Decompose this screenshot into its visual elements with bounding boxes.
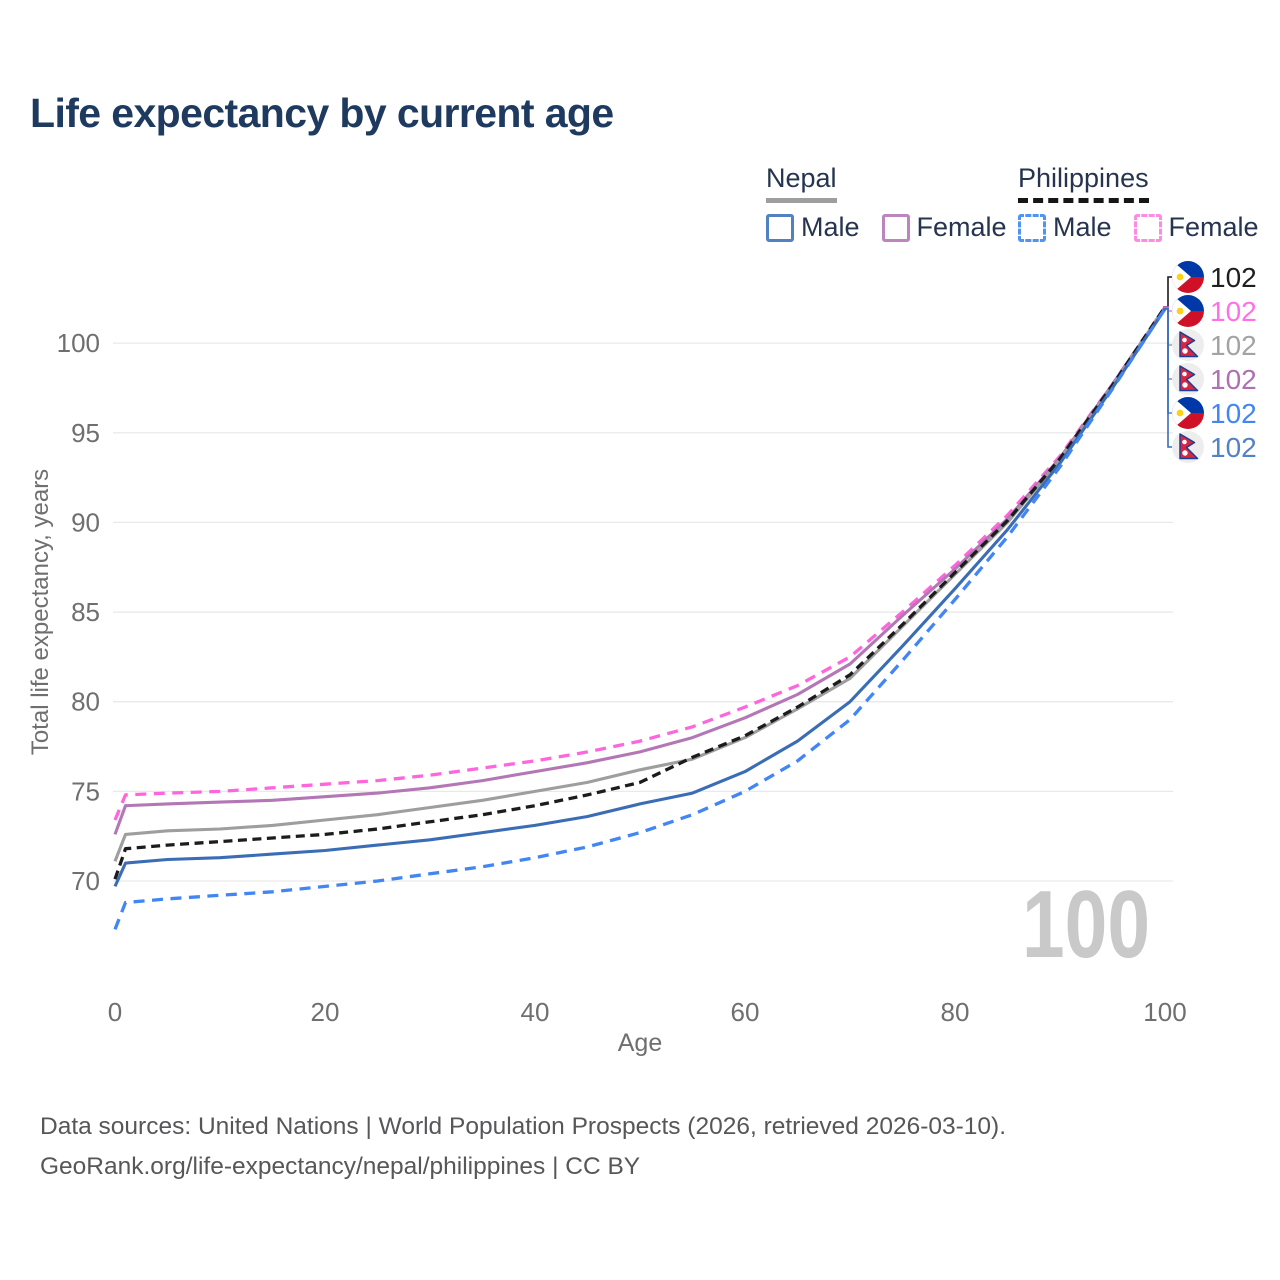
leader-line-philippines-both [1163, 276, 1172, 308]
x-tick-label-20: 20 [311, 997, 340, 1027]
x-tick-label-100: 100 [1143, 997, 1186, 1027]
legend: Nepal Male Female Philippines Male [0, 163, 1280, 243]
footer: Data sources: United Nations | World Pop… [40, 1107, 1006, 1187]
x-tick-label-80: 80 [941, 997, 970, 1027]
y-tick-label-90: 90 [71, 507, 100, 537]
legend-header-philippines[interactable]: Philippines [1018, 163, 1149, 203]
page-title: Life expectancy by current age [30, 90, 614, 136]
legend-group-nepal: Nepal Male Female [766, 163, 1007, 243]
series-line-nepal-female [113, 306, 1167, 835]
end-value-label-philippines-both: 102 [1210, 262, 1257, 293]
philippines-flag-icon [1172, 295, 1204, 328]
legend-swatch-philippines-female [1133, 213, 1162, 242]
nepal-flag-icon [1171, 430, 1205, 464]
y-tick-label-70: 70 [71, 866, 100, 896]
x-axis-title: Age [618, 1029, 662, 1057]
end-value-label-nepal-female: 102 [1210, 364, 1257, 395]
y-axis-title: Total life expectancy, years [27, 469, 54, 755]
legend-group-philippines: Philippines Male Female [1018, 163, 1259, 243]
legend-swatch-philippines-male [1018, 213, 1046, 242]
series-line-nepal-both [113, 307, 1167, 862]
end-value-label-philippines-female: 102 [1210, 296, 1257, 327]
series-line-nepal-male [113, 308, 1167, 888]
footer-data-sources: Data sources: United Nations | World Pop… [40, 1113, 1007, 1140]
legend-label-nepal-male: Male [801, 212, 860, 242]
legend-item-nepal-male[interactable]: Male [766, 212, 860, 243]
y-tick-label-75: 75 [71, 776, 100, 806]
x-tick-label-40: 40 [521, 997, 550, 1027]
nepal-flag-icon [1171, 328, 1205, 362]
leader-line-nepal-male [1163, 308, 1172, 448]
legend-item-philippines-female[interactable]: Female [1133, 212, 1259, 243]
series-line-philippines-both [113, 305, 1167, 880]
series-line-philippines-male [113, 307, 1167, 930]
philippines-flag-icon [1172, 261, 1204, 294]
y-tick-label-100: 100 [57, 328, 100, 358]
end-value-label-nepal-male: 102 [1210, 432, 1257, 463]
legend-item-nepal-female[interactable]: Female [881, 212, 1007, 243]
legend-row-nepal: Male Female [766, 212, 1007, 243]
legend-swatch-nepal-female [881, 213, 910, 242]
legend-row-philippines: Male Female [1018, 212, 1259, 243]
y-tick-label-95: 95 [71, 418, 100, 448]
age-watermark: 100 [1022, 871, 1150, 978]
y-tick-label-85: 85 [71, 597, 100, 627]
end-value-label-philippines-male: 102 [1210, 398, 1257, 429]
end-value-label-nepal-both: 102 [1210, 330, 1257, 361]
legend-swatch-nepal-male [766, 213, 794, 242]
x-tick-label-0: 0 [108, 997, 122, 1027]
legend-label-philippines-male: Male [1053, 212, 1112, 242]
legend-item-philippines-male[interactable]: Male [1018, 212, 1112, 243]
x-tick-label-60: 60 [731, 997, 760, 1027]
legend-header-nepal[interactable]: Nepal [766, 163, 837, 203]
philippines-flag-icon [1172, 397, 1204, 430]
series-line-philippines-female [113, 306, 1167, 821]
legend-label-philippines-female: Female [1168, 212, 1259, 242]
y-tick-label-80: 80 [71, 687, 100, 717]
legend-label-nepal-female: Female [916, 212, 1007, 242]
footer-attribution: GeoRank.org/life-expectancy/nepal/philip… [40, 1153, 641, 1180]
nepal-flag-icon [1171, 362, 1205, 396]
